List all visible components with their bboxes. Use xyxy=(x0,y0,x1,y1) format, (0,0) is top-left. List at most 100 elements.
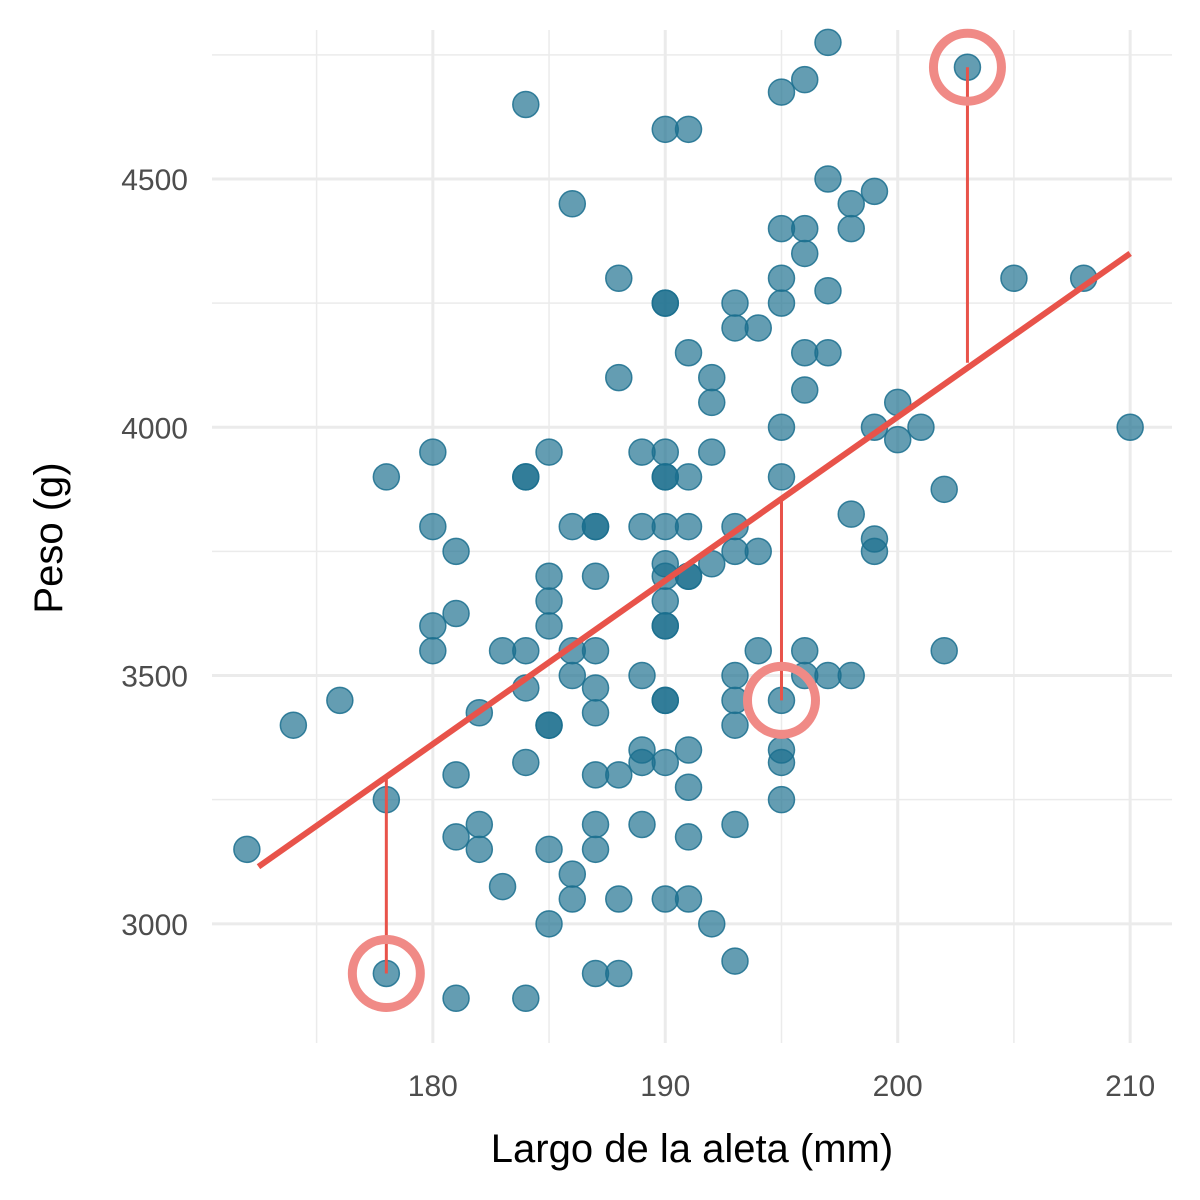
data-point xyxy=(674,115,703,144)
data-point xyxy=(442,537,470,566)
highlight-circle xyxy=(347,934,425,1012)
x-tick-label: 190 xyxy=(640,1070,690,1103)
data-point xyxy=(651,587,680,615)
data-point xyxy=(744,636,772,665)
data-point xyxy=(558,190,587,218)
data-point xyxy=(721,810,749,839)
data-point xyxy=(581,674,610,702)
data-point xyxy=(721,711,749,739)
data-point xyxy=(837,500,865,528)
data-point xyxy=(488,872,517,901)
data-point xyxy=(628,438,656,466)
data-point xyxy=(883,425,912,454)
data-point xyxy=(651,438,680,466)
data-point xyxy=(558,661,587,690)
y-tick-label: 4000 xyxy=(121,412,188,445)
data-point xyxy=(279,711,308,739)
highlight-circle xyxy=(928,28,1006,106)
data-point xyxy=(605,761,633,789)
data-point xyxy=(767,748,796,777)
data-point xyxy=(581,959,610,988)
data-point xyxy=(674,339,703,367)
data-point xyxy=(605,264,633,293)
data-point xyxy=(698,438,726,466)
data-point xyxy=(581,562,610,590)
data-point xyxy=(790,376,819,404)
data-point xyxy=(674,885,703,913)
data-point xyxy=(698,910,726,938)
data-point xyxy=(326,686,354,715)
data-point xyxy=(767,214,796,243)
data-point xyxy=(512,90,540,119)
data-point xyxy=(674,463,703,491)
data-point xyxy=(721,947,749,975)
data-point xyxy=(814,661,842,690)
data-point xyxy=(581,761,610,789)
regression-line xyxy=(256,251,1132,870)
data-point xyxy=(790,65,819,94)
data-point xyxy=(930,636,958,665)
data-point xyxy=(721,537,749,566)
data-point xyxy=(419,636,447,665)
data-point xyxy=(767,463,796,491)
data-point xyxy=(581,636,610,665)
data-point xyxy=(860,537,889,566)
y-tick-label: 4500 xyxy=(121,164,188,197)
data-point xyxy=(628,512,656,541)
data-point xyxy=(558,860,587,888)
data-point xyxy=(721,661,749,690)
data-point xyxy=(907,413,935,442)
x-axis-title: Largo de la aleta (mm) xyxy=(491,1127,893,1171)
data-point xyxy=(1116,413,1144,442)
x-tick-label: 200 xyxy=(873,1070,923,1103)
data-point xyxy=(674,512,703,541)
y-tick-labels: 3000 3500 4000 4500 xyxy=(121,164,188,942)
y-axis-title: Peso (g) xyxy=(27,462,71,613)
data-point xyxy=(628,748,656,777)
data-point xyxy=(651,115,680,144)
data-point xyxy=(767,78,796,106)
data-point xyxy=(674,736,703,764)
data-point xyxy=(535,438,563,466)
x-tick-label: 180 xyxy=(408,1070,458,1103)
data-point xyxy=(605,885,633,913)
data-point xyxy=(628,810,656,839)
data-point xyxy=(512,463,540,491)
data-point xyxy=(744,314,772,342)
data-point xyxy=(1000,264,1028,293)
data-point xyxy=(442,761,470,789)
data-point xyxy=(558,885,587,913)
data-point xyxy=(651,463,680,491)
data-point xyxy=(790,214,819,243)
data-point xyxy=(767,785,796,814)
data-point xyxy=(512,984,540,1013)
data-point xyxy=(837,661,865,690)
data-point xyxy=(605,959,633,988)
data-point xyxy=(372,463,401,491)
y-tick-label: 3000 xyxy=(121,909,188,942)
data-point xyxy=(535,910,563,938)
data-point xyxy=(651,686,680,715)
data-point xyxy=(535,562,563,590)
data-point xyxy=(233,835,261,864)
data-point xyxy=(581,835,610,864)
data-point xyxy=(581,810,610,839)
data-point xyxy=(814,339,842,367)
data-point xyxy=(698,388,726,417)
data-point xyxy=(721,289,749,317)
data-point xyxy=(837,190,865,218)
data-point xyxy=(535,587,563,615)
data-point xyxy=(698,363,726,392)
data-point xyxy=(558,512,587,541)
data-point xyxy=(651,748,680,777)
data-point xyxy=(535,711,563,739)
data-point xyxy=(674,773,703,802)
data-point xyxy=(512,748,540,777)
data-point xyxy=(930,475,958,504)
data-point xyxy=(488,636,517,665)
data-point xyxy=(535,835,563,864)
data-point xyxy=(581,512,610,541)
data-point xyxy=(767,264,796,293)
regression-line-group xyxy=(256,251,1132,870)
data-point xyxy=(674,823,703,851)
